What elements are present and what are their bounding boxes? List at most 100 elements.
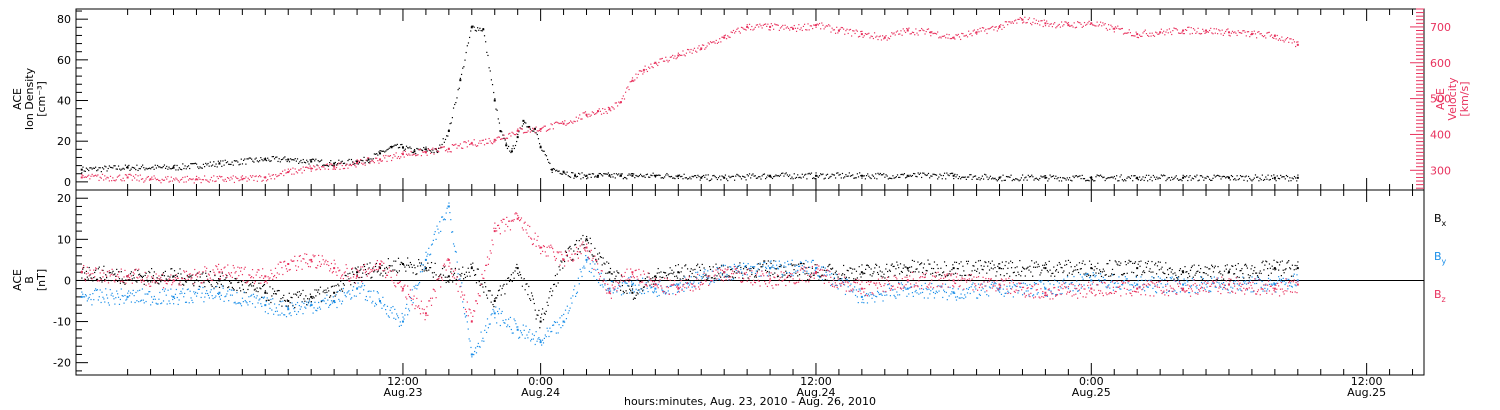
data-point [310, 170, 312, 172]
data-point [473, 354, 475, 356]
data-point [252, 160, 254, 162]
data-point [558, 266, 560, 268]
data-point [506, 326, 508, 328]
data-point [181, 292, 183, 294]
data-point [499, 130, 502, 133]
data-point [85, 270, 88, 272]
data-point [637, 289, 639, 292]
data-point [429, 267, 431, 269]
data-point [114, 180, 116, 182]
data-point [307, 161, 309, 163]
data-point [1254, 266, 1256, 269]
data-point [1150, 271, 1152, 273]
data-point [1054, 177, 1056, 180]
data-point [1228, 176, 1230, 178]
data-point [993, 178, 995, 180]
data-point [1233, 32, 1235, 34]
data-point [1296, 265, 1298, 267]
data-point [416, 147, 418, 150]
data-point [168, 300, 170, 302]
data-point [212, 180, 214, 182]
data-point [102, 296, 104, 298]
data-point [1167, 177, 1169, 179]
data-point [680, 176, 682, 178]
data-point [489, 290, 491, 292]
data-point [642, 175, 644, 178]
data-point [1023, 268, 1026, 270]
data-point [97, 169, 99, 171]
data-point [943, 261, 946, 263]
data-point [482, 286, 484, 288]
data-point [1002, 288, 1004, 290]
data-point [506, 147, 509, 150]
data-point [1024, 16, 1026, 18]
data-point [135, 174, 137, 176]
data-point [451, 144, 453, 146]
data-point [430, 244, 433, 246]
data-point [259, 160, 261, 162]
data-point [586, 235, 588, 238]
data-point [670, 175, 673, 178]
data-point [736, 173, 738, 176]
data-point [227, 286, 229, 289]
data-point [1078, 175, 1080, 178]
data-point [410, 147, 412, 150]
data-point [1166, 269, 1169, 271]
data-point [561, 173, 564, 175]
axis-label-line: ACE [11, 88, 24, 110]
data-point [562, 267, 564, 269]
data-point [176, 296, 178, 299]
data-point [658, 272, 660, 274]
data-point [616, 291, 618, 293]
data-point [875, 36, 877, 38]
data-point [844, 33, 846, 35]
data-point [625, 91, 627, 93]
data-point [1131, 271, 1133, 273]
data-point [898, 273, 901, 275]
data-point [273, 290, 276, 292]
data-point [1175, 175, 1177, 177]
data-point [298, 291, 300, 293]
data-point [1098, 272, 1100, 274]
data-point [1136, 274, 1138, 276]
data-point [381, 307, 383, 309]
data-point [117, 175, 120, 177]
data-point [269, 160, 271, 163]
data-point [222, 179, 224, 181]
data-point [1219, 30, 1221, 32]
data-point [1095, 25, 1097, 27]
data-point [363, 265, 366, 268]
data-point [815, 172, 817, 174]
data-point [553, 122, 556, 124]
data-point [117, 165, 120, 167]
data-point [1137, 36, 1140, 39]
data-point [424, 148, 426, 150]
data-point [363, 162, 365, 164]
data-point [977, 178, 979, 180]
data-point [661, 177, 663, 179]
data-point [223, 164, 225, 166]
data-point [194, 281, 196, 283]
data-point [81, 172, 83, 174]
data-point [647, 176, 650, 178]
data-point [993, 264, 995, 266]
data-point [614, 278, 616, 280]
data-point [371, 276, 373, 278]
data-point [218, 291, 221, 294]
data-point [418, 283, 420, 285]
data-point [1174, 176, 1176, 178]
data-point [258, 299, 260, 301]
data-point [927, 172, 930, 175]
data-point [741, 271, 743, 273]
data-point [964, 274, 966, 276]
data-point [162, 272, 165, 274]
data-point [1280, 39, 1282, 41]
data-point [831, 267, 834, 269]
data-point [612, 292, 614, 294]
data-point [650, 287, 652, 289]
data-point [288, 161, 291, 163]
data-point [921, 291, 924, 294]
data-point [916, 32, 918, 34]
data-point [290, 296, 292, 298]
data-point [310, 302, 312, 304]
